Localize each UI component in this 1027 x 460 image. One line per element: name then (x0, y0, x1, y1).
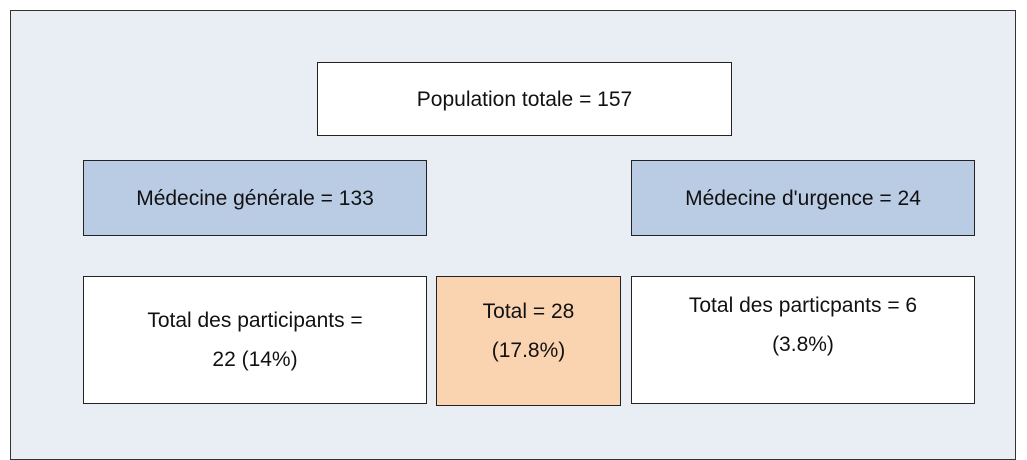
node-urgence: Médecine d'urgence = 24 (631, 160, 975, 236)
node-label: Total = 28 (482, 300, 575, 323)
node-label: (3.8%) (772, 333, 834, 356)
node-label: Total des particpants = 6 (688, 294, 918, 317)
node-general: Médecine générale = 133 (83, 160, 427, 236)
node-population: Population totale = 157 (317, 62, 732, 136)
node-label: Population totale = 157 (416, 87, 633, 111)
node-label: Médecine générale = 133 (136, 186, 374, 210)
node-label: Médecine d'urgence = 24 (685, 186, 921, 210)
node-participants-urgence: Total des particpants = 6 (3.8%) (631, 276, 975, 404)
node-label: Total des participants = (147, 309, 363, 332)
node-label: (17.8%) (491, 339, 566, 362)
node-label: 22 (14%) (212, 348, 298, 371)
node-participants-general: Total des participants = 22 (14%) (83, 276, 427, 404)
node-total: Total = 28 (17.8%) (436, 276, 621, 406)
